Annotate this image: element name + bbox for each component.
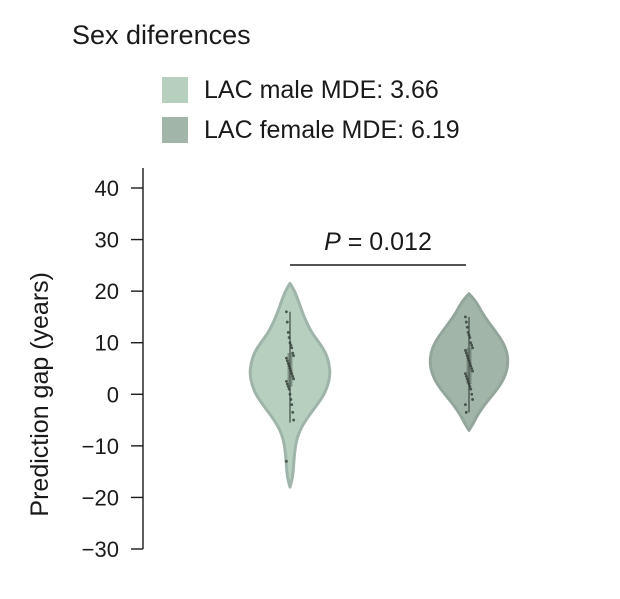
y-tick-label: 40 bbox=[95, 176, 119, 201]
legend-label-male: LAC male MDE: 3.66 bbox=[204, 75, 439, 104]
data-point bbox=[464, 372, 467, 376]
data-point bbox=[464, 410, 468, 414]
data-point bbox=[289, 398, 293, 401]
data-point bbox=[288, 341, 292, 345]
y-axis-label: Prediction gap (years) bbox=[26, 272, 54, 517]
data-point bbox=[290, 372, 294, 376]
data-point bbox=[466, 331, 470, 334]
legend-item-male: LAC male MDE: 3.66 bbox=[162, 70, 460, 110]
violin-1 bbox=[428, 292, 510, 432]
p-value-italic: P bbox=[324, 228, 341, 256]
data-point bbox=[290, 346, 294, 350]
data-point bbox=[470, 392, 474, 396]
data-point bbox=[285, 379, 288, 383]
data-point bbox=[285, 356, 288, 360]
data-point bbox=[286, 331, 290, 334]
data-point bbox=[466, 356, 470, 360]
violins bbox=[248, 281, 510, 489]
legend-item-female: LAC female MDE: 6.19 bbox=[162, 110, 460, 150]
data-point bbox=[465, 354, 469, 358]
data-point bbox=[465, 377, 469, 381]
data-point bbox=[467, 382, 471, 386]
data-point bbox=[287, 364, 291, 368]
data-point bbox=[289, 343, 293, 347]
data-point bbox=[464, 315, 467, 319]
data-point bbox=[468, 336, 472, 339]
data-point bbox=[464, 349, 467, 352]
data-point bbox=[285, 382, 289, 386]
y-axis: 40 30 20 10 0 −10 −20 −30 bbox=[82, 168, 144, 562]
y-tick-label: −10 bbox=[82, 434, 119, 459]
data-point bbox=[471, 398, 474, 401]
legend-swatch-female bbox=[162, 117, 188, 143]
p-value-rest: = 0.012 bbox=[341, 228, 432, 256]
data-point bbox=[470, 367, 474, 370]
data-point bbox=[470, 343, 474, 347]
data-point bbox=[467, 333, 471, 337]
data-point bbox=[464, 351, 468, 355]
data-point bbox=[469, 364, 473, 368]
data-point bbox=[290, 403, 294, 406]
data-point bbox=[465, 325, 469, 329]
data-point bbox=[468, 385, 472, 388]
y-tick-label: 10 bbox=[95, 331, 119, 356]
data-point bbox=[292, 418, 295, 422]
data-point bbox=[287, 387, 291, 391]
data-point bbox=[468, 361, 472, 365]
legend-swatch-male bbox=[162, 77, 188, 103]
significance-annotation: P = 0.012 bbox=[290, 228, 466, 266]
data-point bbox=[285, 459, 288, 463]
data-point bbox=[288, 392, 292, 396]
data-point bbox=[471, 346, 474, 350]
y-tick-label: 0 bbox=[107, 382, 119, 407]
y-tick-label: 20 bbox=[95, 279, 119, 304]
violin-0 bbox=[248, 281, 332, 489]
legend: LAC male MDE: 3.66 LAC female MDE: 6.19 bbox=[162, 70, 460, 150]
data-point bbox=[285, 320, 289, 324]
data-point bbox=[464, 320, 468, 324]
y-tick-label: 30 bbox=[95, 228, 119, 253]
data-point bbox=[285, 310, 288, 314]
data-point bbox=[464, 374, 468, 378]
data-point bbox=[287, 336, 291, 339]
data-point bbox=[286, 361, 290, 365]
data-point bbox=[471, 369, 474, 373]
data-point bbox=[291, 351, 295, 355]
violin-box-1 bbox=[466, 347, 472, 384]
data-point bbox=[291, 410, 295, 414]
data-point bbox=[291, 374, 295, 378]
legend-label-female: LAC female MDE: 6.19 bbox=[204, 115, 460, 144]
data-point bbox=[469, 341, 473, 345]
y-tick-label: −30 bbox=[82, 537, 119, 562]
data-point bbox=[464, 403, 467, 406]
data-point bbox=[289, 369, 293, 373]
y-tick-label: −20 bbox=[82, 485, 119, 510]
data-point bbox=[469, 387, 473, 391]
p-value-label: P = 0.012 bbox=[324, 228, 432, 256]
data-point bbox=[292, 354, 295, 358]
data-point bbox=[292, 377, 295, 381]
data-point bbox=[466, 379, 470, 383]
data-point bbox=[286, 385, 290, 388]
data-point bbox=[288, 367, 292, 370]
data-point bbox=[285, 359, 289, 363]
chart-title: Sex diferences bbox=[72, 20, 251, 50]
data-point bbox=[467, 359, 471, 363]
